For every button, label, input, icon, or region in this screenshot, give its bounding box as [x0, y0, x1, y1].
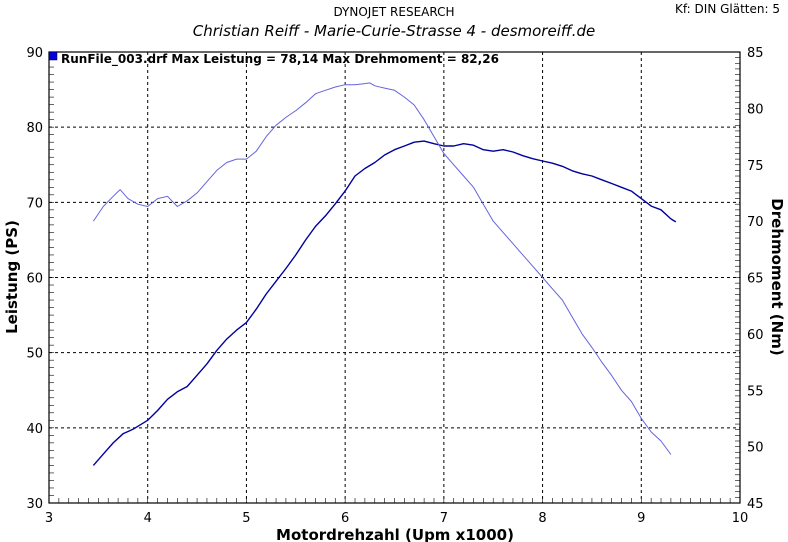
y-right-tick-label: 65	[747, 272, 764, 287]
x-tick-label: 6	[341, 511, 349, 526]
y-axis-left-label: Leistung (PS)	[3, 220, 21, 334]
y-right-tick-label: 45	[747, 497, 764, 512]
y-right-tick-label: 80	[747, 102, 764, 117]
y-left-tick-label: 70	[26, 196, 43, 211]
x-tick-label: 5	[242, 511, 250, 526]
legend-marker	[48, 51, 58, 61]
y-right-tick-label: 55	[747, 384, 764, 399]
y-right-tick-label: 60	[747, 328, 764, 343]
y-axis-right-label: Drehmoment (Nm)	[768, 198, 786, 355]
y-right-tick-label: 75	[747, 159, 764, 174]
series-line-leistung	[92, 140, 677, 466]
y-right-tick-label: 50	[747, 441, 764, 456]
series-line-drehmoment	[92, 82, 672, 455]
correction-info: Kf: DIN Glätten: 5	[675, 2, 780, 16]
chart-subtitle: Christian Reiff - Marie-Curie-Strasse 4 …	[192, 22, 596, 40]
chart-title: DYNOJET RESEARCH	[333, 5, 455, 19]
y-left-tick-label: 60	[26, 272, 43, 287]
x-tick-label: 10	[732, 511, 749, 526]
y-left-tick-label: 30	[26, 497, 43, 512]
x-tick-label: 9	[637, 511, 645, 526]
y-left-tick-label: 40	[26, 422, 43, 437]
y-left-tick-label: 50	[26, 347, 43, 362]
x-tick-label: 4	[144, 511, 152, 526]
x-axis-label: Motordrehzahl (Upm x1000)	[276, 526, 514, 542]
x-tick-label: 7	[440, 511, 448, 526]
chart-annotation: RunFile_003.drf Max Leistung = 78,14 Max…	[61, 52, 499, 67]
y-right-tick-label: 85	[747, 46, 764, 61]
y-left-tick-label: 80	[26, 121, 43, 136]
x-tick-label: 3	[45, 511, 53, 526]
y-right-tick-label: 70	[747, 215, 764, 230]
x-tick-label: 8	[538, 511, 546, 526]
y-left-tick-label: 90	[26, 46, 43, 61]
